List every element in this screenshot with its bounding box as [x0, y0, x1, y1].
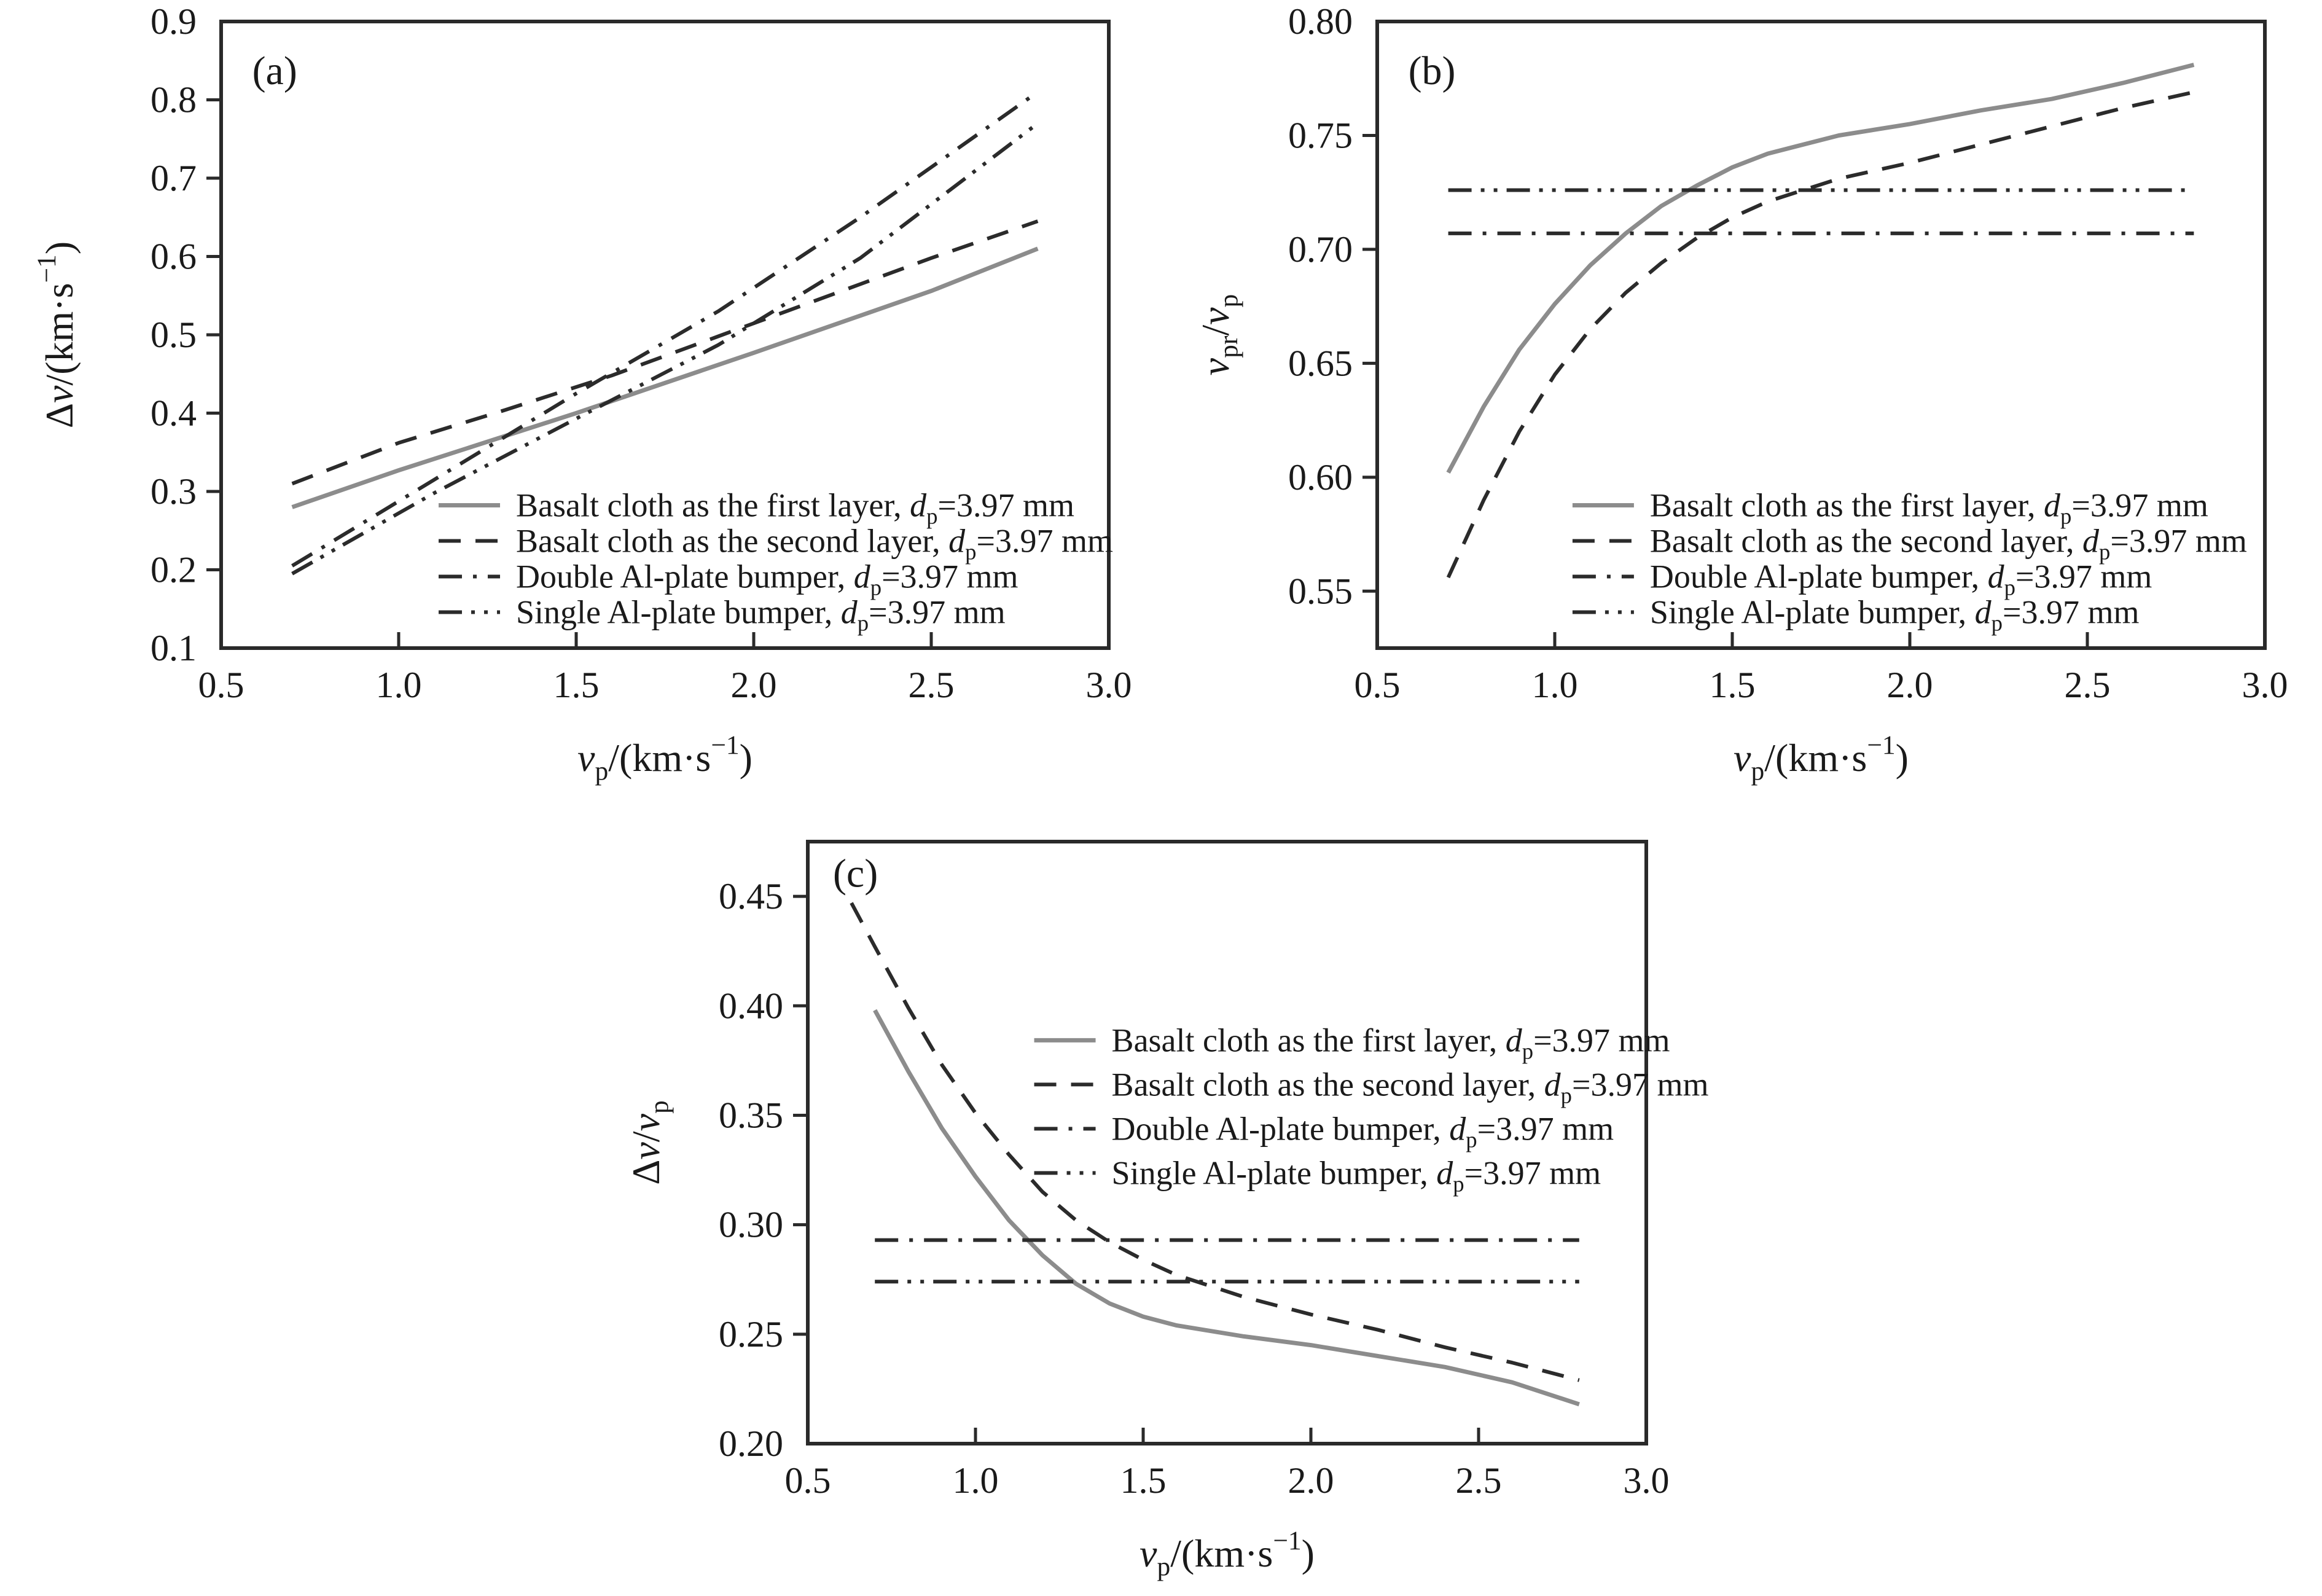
series-line-dashed [291, 219, 1039, 486]
chart-a-delta-v: 0.5 1.0 1.5 2.0 2.5 3.0 0.1 0.2 0.3 0.4 0.5 0.6 0.7 0… [32, 1, 1132, 786]
y-tick-label: 0.65 [1288, 343, 1353, 383]
series-line-solid [291, 246, 1039, 509]
x-tick-label: 1.0 [953, 1460, 999, 1501]
legend-label: Double Al-plate bumper, dp=3.97 mm [516, 558, 1018, 600]
x-axis-label: vp/(km·s−1) [1140, 1526, 1315, 1581]
series-line-dashed [850, 902, 1580, 1382]
chart-c-axes: 0.5 1.0 1.5 2.0 2.5 3.0 0.20 0.25 0.30 0.35 0.40 0.… [719, 876, 1670, 1501]
x-tick-label: 3.0 [1624, 1460, 1670, 1501]
x-tick-label: 1.5 [553, 665, 600, 705]
chart-a-series [291, 90, 1039, 576]
legend-label: Basalt cloth as the second layer, dp=3.9… [516, 522, 1113, 564]
y-tick-label: 0.1 [150, 628, 197, 668]
y-tick-label: 0.25 [719, 1314, 783, 1355]
y-tick-label: 0.45 [719, 876, 783, 917]
y-tick-label: 0.3 [150, 471, 197, 512]
series-line-dashed [1446, 90, 2195, 579]
legend-label: Basalt cloth as the first layer, dp=3.97… [1650, 487, 2208, 528]
x-tick-label: 2.5 [2065, 665, 2111, 705]
y-tick-label: 0.2 [150, 550, 197, 590]
chart-c-series [850, 902, 1580, 1407]
y-tick-label: 0.80 [1288, 1, 1353, 42]
plot-frame [806, 840, 1648, 1445]
legend-label: Single Al-plate bumper, dp=3.97 mm [1112, 1154, 1601, 1196]
legend-label: Double Al-plate bumper, dp=3.97 mm [1650, 558, 2152, 600]
legend-label: Basalt cloth as the first layer, dp=3.97… [516, 487, 1074, 528]
series-line-dashdot [291, 90, 1039, 568]
panel-label: (c) [833, 851, 878, 896]
plot-frame [1375, 20, 2267, 650]
legend-label: Basalt cloth as the first layer, dp=3.97… [1112, 1022, 1670, 1063]
y-tick-label: 0.70 [1288, 229, 1353, 270]
y-tick-label: 0.55 [1288, 571, 1353, 611]
series-line-dashdotdot [291, 122, 1039, 576]
y-tick-label: 0.9 [150, 1, 197, 42]
x-axis-label: vp/(km·s−1) [1734, 730, 1909, 786]
x-tick-label: 0.5 [198, 665, 244, 705]
panel-label: (a) [252, 49, 297, 93]
x-axis-label: vp/(km·s−1) [577, 730, 752, 786]
legend-label: Basalt cloth as the second layer, dp=3.9… [1112, 1066, 1709, 1108]
chart-a-legend: Basalt cloth as the first layer, dp=3.97… [439, 487, 1113, 635]
y-tick-label: 0.35 [719, 1095, 783, 1135]
y-tick-label: 0.6 [150, 237, 197, 277]
x-tick-label: 1.5 [1120, 1460, 1167, 1501]
x-tick-label: 3.0 [2242, 665, 2288, 705]
legend-label: Single Al-plate bumper, dp=3.97 mm [516, 593, 1006, 635]
x-tick-label: 2.5 [1456, 1460, 1502, 1501]
legend-label: Double Al-plate bumper, dp=3.97 mm [1112, 1110, 1614, 1152]
y-tick-label: 0.20 [719, 1423, 783, 1464]
y-tick-label: 0.5 [150, 315, 197, 355]
x-tick-label: 2.0 [731, 665, 777, 705]
x-tick-label: 3.0 [1086, 665, 1132, 705]
x-tick-label: 2.5 [909, 665, 955, 705]
chart-b-series [1446, 63, 2195, 579]
y-axis-label: Δv/vp [624, 1100, 674, 1185]
x-tick-label: 1.5 [1710, 665, 1756, 705]
y-axis-label: Δv/(km·s−1) [32, 241, 81, 428]
chart-b-axes: 0.5 1.0 1.5 2.0 2.5 3.0 0.55 0.60 0.65 0.70 0.75 0.… [1288, 1, 2288, 705]
y-tick-label: 0.8 [150, 80, 197, 120]
chart-c-legend: Basalt cloth as the first layer, dp=3.97… [1034, 1022, 1709, 1196]
chart-c-delta-v-ratio: 0.5 1.0 1.5 2.0 2.5 3.0 0.20 0.25 0.30 0.35 0.40 0.… [624, 840, 1709, 1581]
x-tick-label: 1.0 [1532, 665, 1578, 705]
x-tick-label: 2.0 [1288, 1460, 1334, 1501]
y-tick-label: 0.30 [719, 1205, 783, 1245]
y-tick-label: 0.7 [150, 158, 197, 198]
chart-b-legend: Basalt cloth as the first layer, dp=3.97… [1572, 487, 2247, 635]
y-tick-label: 0.75 [1288, 115, 1353, 155]
x-tick-label: 0.5 [1354, 665, 1401, 705]
chart-a-axes: 0.5 1.0 1.5 2.0 2.5 3.0 0.1 0.2 0.3 0.4 0.5 0.6 0.7 0… [150, 1, 1132, 705]
panel-label: (b) [1409, 49, 1456, 93]
y-axis-label: vpr/vp [1194, 294, 1243, 376]
legend-label: Basalt cloth as the second layer, dp=3.9… [1650, 522, 2247, 564]
series-line-solid [873, 1009, 1580, 1407]
x-tick-label: 0.5 [785, 1460, 831, 1501]
chart-b-vpr-ratio: 0.5 1.0 1.5 2.0 2.5 3.0 0.55 0.60 0.65 0.70 0.75 0.… [1194, 1, 2288, 786]
y-tick-label: 0.4 [150, 393, 197, 434]
y-tick-label: 0.40 [719, 985, 783, 1026]
y-tick-label: 0.60 [1288, 457, 1353, 498]
legend-label: Single Al-plate bumper, dp=3.97 mm [1650, 593, 2140, 635]
series-line-solid [1446, 63, 2195, 474]
x-tick-label: 1.0 [376, 665, 422, 705]
x-tick-label: 2.0 [1887, 665, 1933, 705]
